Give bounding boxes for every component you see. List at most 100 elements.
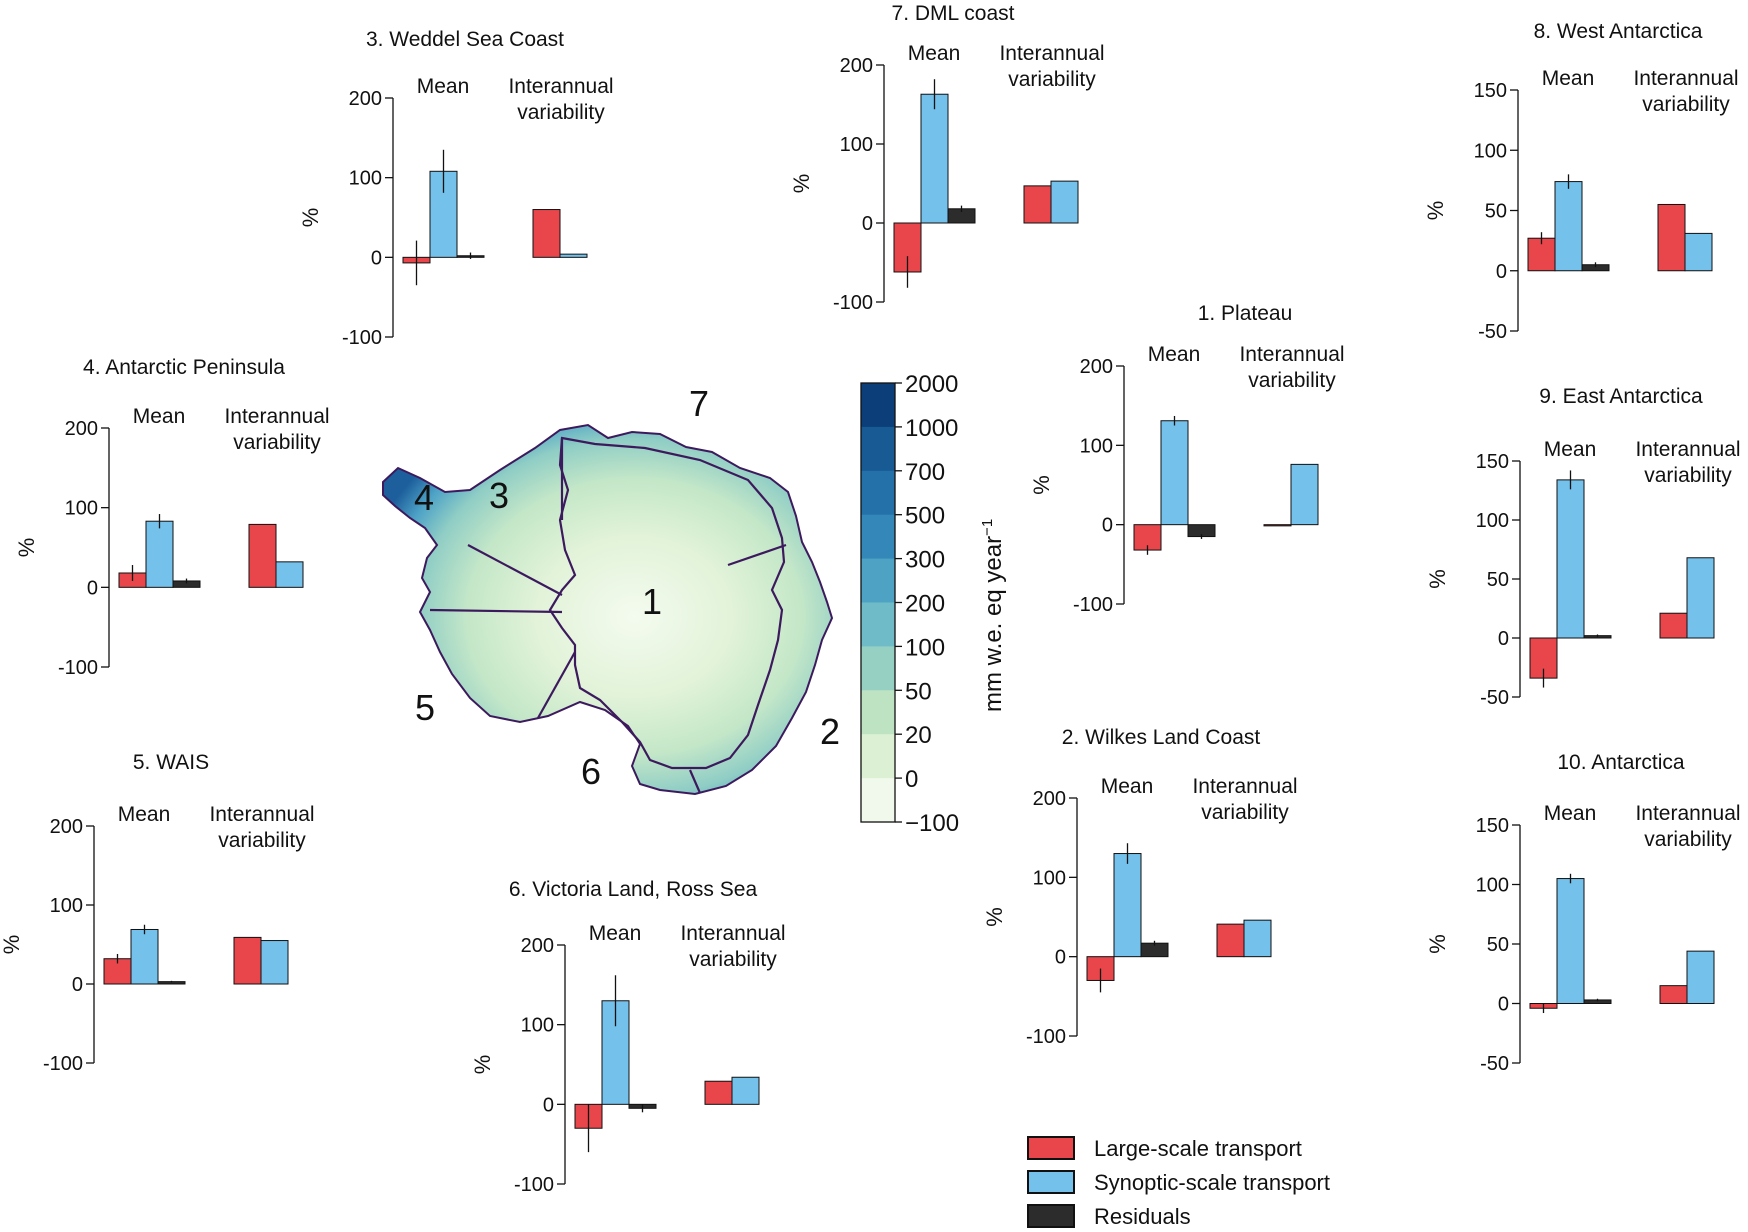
y-tick-label: 200 [521, 935, 554, 957]
panel-9: 2. Wilkes Land Coast 200 100 0 -100% Mean Inte… [982, 726, 1298, 1048]
group-label-variability: variability [1644, 828, 1732, 851]
colorbar-bin [861, 778, 895, 823]
y-tick-label: -50 [1478, 321, 1507, 343]
group-label-variability: variability [1248, 369, 1336, 392]
y-axis-label: % [470, 1055, 495, 1075]
group-label-variability: Interannual [999, 42, 1104, 65]
antarctica-shape [382, 423, 834, 796]
bar-variability-large_scale [248, 523, 277, 588]
colorbar-bin [861, 646, 895, 691]
y-tick-label: -100 [1026, 1026, 1066, 1048]
panel-7: 5. WAIS 200 100 0 -100% Mean Interannual variab… [0, 751, 315, 1075]
colorbar-tick-label: 700 [905, 459, 945, 486]
panel-title: 7. DML coast [892, 2, 1015, 25]
bar-mean-synoptic [1113, 853, 1142, 958]
bar-mean-synoptic [130, 928, 159, 985]
bar-variability-synoptic [1050, 180, 1079, 224]
panel-title: 6. Victoria Land, Ross Sea [509, 878, 758, 901]
y-tick-label: 200 [65, 418, 98, 440]
colorbar-bin [861, 470, 895, 516]
colorbar-bin [861, 690, 895, 735]
group-label-variability: variability [1642, 93, 1730, 116]
bar-variability-large_scale [1657, 203, 1686, 272]
group-label-mean: Mean [417, 75, 470, 98]
bar-mean-synoptic [920, 93, 949, 224]
legend-swatch [1027, 1170, 1075, 1194]
bar-variability-large_scale [1659, 612, 1688, 639]
legend-label: Synoptic-scale transport [1094, 1170, 1330, 1195]
y-tick-label: -100 [58, 657, 98, 679]
group-label-variability: Interannual [508, 75, 613, 98]
y-axis-label: % [1423, 201, 1448, 221]
region-number-5: 5 [415, 687, 435, 728]
group-label-mean: Mean [908, 42, 961, 65]
colorbar-bin [861, 383, 895, 428]
y-tick-label: -100 [342, 327, 382, 349]
group-label-variability: variability [1644, 464, 1732, 487]
y-tick-label: 150 [1474, 80, 1507, 102]
y-axis-label: % [982, 907, 1007, 927]
panel-8: 6. Victoria Land, Ross Sea 200 100 0 -100% Me… [470, 878, 786, 1196]
y-tick-label: 0 [862, 213, 873, 235]
colorbar-bin [861, 558, 895, 603]
bar-variability-synoptic [731, 1076, 760, 1105]
group-label-mean: Mean [1101, 775, 1154, 798]
y-tick-label: 100 [840, 134, 873, 156]
region-boundary [548, 436, 786, 770]
legend-label: Residuals [1094, 1204, 1191, 1229]
group-label-mean: Mean [1544, 438, 1597, 461]
y-tick-label: 100 [349, 168, 382, 190]
y-tick-label: 0 [87, 577, 98, 599]
y-tick-label: 200 [1033, 788, 1066, 810]
group-label-mean: Mean [133, 405, 186, 428]
colorbar-tick-label: 0 [905, 766, 918, 793]
group-label-variability: Interannual [1192, 775, 1297, 798]
colorbar-tick-label: −100 [905, 810, 959, 837]
bar-variability-synoptic [1290, 463, 1319, 526]
y-tick-label: -50 [1480, 1053, 1509, 1075]
y-tick-label: 200 [50, 816, 83, 838]
legend-swatch [1027, 1204, 1075, 1228]
region-number-4: 4 [414, 477, 434, 518]
colorbar-bin [861, 426, 895, 472]
y-tick-label: 0 [1498, 994, 1509, 1016]
y-tick-label: 100 [50, 895, 83, 917]
colorbar-bin [861, 602, 895, 647]
region-boundary [688, 769, 702, 794]
region-number-3: 3 [489, 475, 509, 516]
colorbar-tick-label: 500 [905, 503, 945, 530]
bar-mean-synoptic [1556, 878, 1585, 1004]
panel-10: 10. Antarctica 150 100 50 0 -50% Mean Interannu… [1425, 751, 1741, 1075]
region-number-7: 7 [689, 383, 709, 424]
group-label-variability: Interannual [1635, 438, 1740, 461]
panel-title: 2. Wilkes Land Coast [1062, 726, 1261, 749]
y-tick-label: 0 [371, 247, 382, 269]
group-label-variability: variability [517, 101, 605, 124]
group-label-variability: variability [218, 829, 306, 852]
colorbar-tick-label: 300 [905, 547, 945, 574]
y-tick-label: 0 [543, 1094, 554, 1116]
legend-label: Large-scale transport [1094, 1136, 1302, 1161]
panel-title: 10. Antarctica [1557, 751, 1685, 774]
panel-5: 1. Plateau 200 100 0 -100% Mean Interannual var… [1029, 302, 1345, 616]
region-boundary [537, 651, 576, 719]
panel-4: 4. Antarctic Peninsula 200 100 0 -100% Mean In… [14, 356, 330, 679]
y-tick-label: 0 [1496, 261, 1507, 283]
bar-variability-large_scale [1216, 923, 1245, 958]
bar-variability-synoptic [275, 561, 304, 588]
colorbar-tick-label: 2000 [905, 371, 958, 398]
y-axis-label: % [1425, 934, 1450, 954]
bar-variability-large_scale [233, 936, 262, 985]
y-tick-label: 100 [1033, 867, 1066, 889]
y-axis-label: % [1029, 475, 1054, 495]
y-tick-label: 0 [1055, 947, 1066, 969]
colorbar-label: mm w.e. eq year−1 [979, 519, 1007, 712]
group-label-variability: variability [1201, 801, 1289, 824]
y-tick-label: 100 [1476, 510, 1509, 532]
y-axis-label: % [0, 935, 24, 955]
y-tick-label: 100 [1080, 435, 1113, 457]
region-number-1: 1 [642, 581, 662, 622]
bar-variability-large_scale [532, 209, 561, 258]
